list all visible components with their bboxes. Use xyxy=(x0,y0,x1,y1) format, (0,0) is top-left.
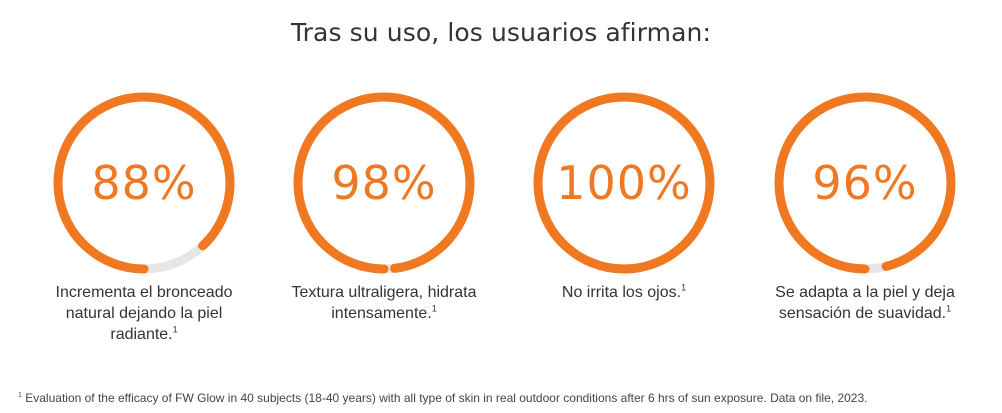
stat-caption-text: No irrita los ojos. xyxy=(561,284,682,301)
ring-graphic xyxy=(774,92,956,274)
ring-graphic xyxy=(293,92,475,274)
stat-caption: No irrita los ojos.1 xyxy=(524,282,724,303)
stat-caption-text: Textura ultraligera, hidrata intensament… xyxy=(291,284,477,322)
stat-caption-text: Se adapta a la piel y deja sensación de … xyxy=(775,284,955,322)
ring-fill xyxy=(774,92,956,274)
footnote-marker: 1 xyxy=(172,324,178,335)
ring-fill xyxy=(53,92,235,274)
footnote-marker: 1 xyxy=(946,303,952,314)
footnote-marker: 1 xyxy=(681,282,687,293)
progress-ring: 88% xyxy=(49,88,239,278)
ring-fill xyxy=(293,92,475,274)
footnote-marker: 1 xyxy=(431,303,437,314)
stat-value: 88% xyxy=(91,156,197,210)
stat-card-3: 100% No irrita los ojos.1 xyxy=(504,88,744,303)
ring-fill xyxy=(533,92,715,274)
ring-graphic xyxy=(533,92,715,274)
footnote-text: Evaluation of the efficacy of FW Glow in… xyxy=(25,391,868,405)
stat-caption: Se adapta a la piel y deja sensación de … xyxy=(765,282,965,324)
stat-caption: Textura ultraligera, hidrata intensament… xyxy=(279,282,489,324)
stat-value: 98% xyxy=(331,156,437,210)
stat-caption-text: Incrementa el bronceado natural dejando … xyxy=(55,284,233,343)
progress-ring: 98% xyxy=(289,88,479,278)
stat-value: 96% xyxy=(812,156,918,210)
footnote: 1 Evaluation of the efficacy of FW Glow … xyxy=(18,391,998,405)
footnote-number: 1 xyxy=(18,392,22,399)
stat-value: 100% xyxy=(556,156,692,210)
stat-card-2: 98% Textura ultraligera, hidrata intensa… xyxy=(264,88,504,324)
stat-card-4: 96% Se adapta a la piel y deja sensación… xyxy=(745,88,985,324)
stat-card-1: 88% Incrementa el bronceado natural deja… xyxy=(24,88,264,345)
section-title: Tras su uso, los usuarios afirman: xyxy=(290,18,712,47)
stat-caption: Incrementa el bronceado natural dejando … xyxy=(44,282,244,345)
ring-graphic xyxy=(53,92,235,274)
progress-ring: 100% xyxy=(529,88,719,278)
progress-ring: 96% xyxy=(770,88,960,278)
